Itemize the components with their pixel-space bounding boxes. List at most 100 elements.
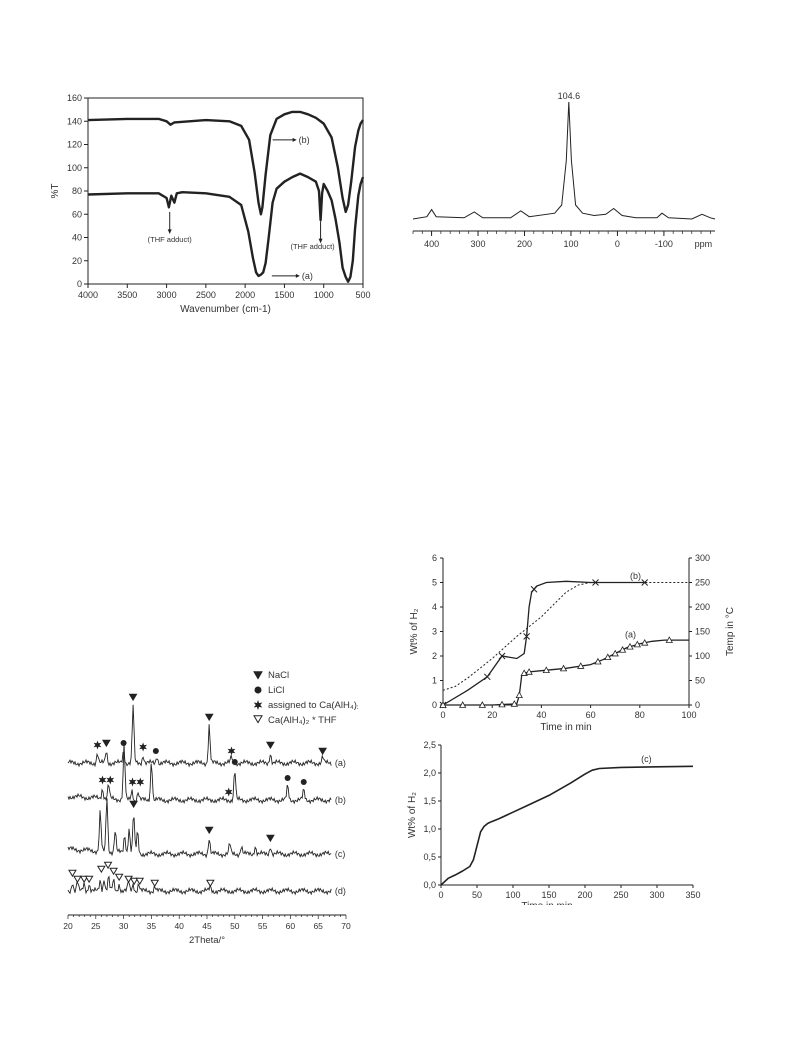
xrd-ca-alh4-marker — [93, 740, 102, 750]
nmr-peak-label: 104.6 — [558, 91, 581, 101]
tpd-y2-tick-label: 250 — [695, 578, 710, 588]
xrd-ca-alh4-marker — [106, 775, 115, 785]
xrd-licl-marker — [120, 740, 127, 746]
iso-y-tick-label: 1,0 — [423, 824, 436, 834]
xrd-ca-thf-marker — [205, 879, 215, 888]
legend-ca-alh4-icon — [253, 700, 263, 710]
xrd-licl-marker — [152, 748, 159, 754]
tpd-series-a-marker — [618, 646, 627, 653]
tpd-series-a-marker — [626, 642, 634, 650]
ir-y-tick-label: 40 — [72, 233, 82, 243]
legend-nacl-icon — [253, 671, 263, 680]
tpd-series-a-marker — [515, 691, 523, 698]
tpd-x-axis-label: Time in min — [540, 722, 591, 730]
tpd-y2-tick-label: 100 — [695, 651, 710, 661]
xrd-x-tick-label: 40 — [174, 921, 184, 931]
xrd-ca-thf-marker — [103, 861, 113, 870]
xrd-pattern-label: (d) — [335, 886, 346, 896]
iso-x-tick-label: 350 — [685, 890, 700, 900]
xrd-nacl-marker — [266, 741, 275, 750]
xrd-nacl-marker — [204, 713, 214, 722]
nmr-x-tick-label: 300 — [471, 239, 486, 249]
ir-x-tick-label: 2000 — [235, 290, 255, 300]
iso-x-tick-label: 250 — [613, 890, 628, 900]
xrd-x-tick-label: 60 — [286, 921, 296, 931]
xrd-legend-entry: Ca(AlH₄)₂ * THF — [268, 715, 337, 726]
xrd-pattern-label: (c) — [335, 849, 346, 859]
xrd-ca-thf-marker — [129, 877, 139, 886]
tpd-x-tick-label: 60 — [586, 710, 596, 720]
xrd-pattern-a — [67, 704, 332, 768]
iso-x-tick-label: 100 — [505, 890, 520, 900]
tpd-series-a-marker — [611, 649, 619, 657]
tpd-series-a-marker — [577, 662, 585, 669]
xrd-ca-alh4-marker — [224, 787, 233, 797]
isothermal-desorption-chart: 0,0 0,5 1,0 1,5 2,0 2,5 0 50 100 150 200 250 300 350 T… — [405, 735, 725, 912]
xrd-x-tick-label: 20 — [63, 921, 73, 931]
tpd-series-a-line — [443, 639, 689, 706]
tpd-temperature-line — [442, 582, 689, 691]
iso-y-tick-label: 0,5 — [423, 852, 436, 862]
tpd-y2-tick-label: 150 — [695, 627, 710, 637]
xrd-ca-alh4-marker — [136, 777, 145, 787]
tpd-series-a-marker — [510, 700, 519, 707]
tpd-y-tick-label: 3 — [432, 627, 437, 637]
nmr-x-tick-label: 100 — [563, 239, 578, 249]
tpd-x-tick-label: 20 — [487, 710, 497, 720]
tpd-series-a-marker — [641, 638, 649, 646]
xrd-ca-thf-marker — [114, 873, 124, 882]
iso-x-tick-label: 150 — [541, 890, 556, 900]
ir-series-a-line — [87, 172, 365, 283]
tpd-series-a-marker — [520, 669, 528, 676]
xrd-ca-thf-marker — [84, 875, 94, 884]
xrd-pattern-label: (a) — [335, 758, 346, 768]
xrd-nacl-marker — [128, 693, 138, 702]
xrd-legend-entry: assigned to Ca(AlH₄)₂ — [268, 700, 358, 711]
iso-x-tick-label: 200 — [577, 890, 592, 900]
xrd-ca-thf-marker — [135, 877, 145, 886]
xrd-ca-alh4-marker — [139, 742, 147, 752]
xrd-ca-thf-marker — [73, 875, 82, 884]
nmr-x-tick-label: 200 — [517, 239, 532, 249]
ir-x-tick-label: 1500 — [274, 290, 294, 300]
nmr-x-tick-label: 400 — [424, 239, 439, 249]
tpd-y-tick-label: 0 — [432, 700, 437, 710]
tpd-x-tick-label: 80 — [635, 710, 645, 720]
tpd-series-a-marker — [439, 701, 447, 708]
tpd-y-axis-label: Wt% of H₂ — [409, 608, 420, 654]
ir-x-axis-label: Wavenumber (cm-1) — [180, 304, 271, 315]
tpd-y2-tick-label: 0 — [695, 700, 700, 710]
ir-y-tick-label: 20 — [72, 256, 82, 266]
xrd-licl-marker — [231, 759, 238, 765]
ir-annotation-label: (THF adduct) — [290, 242, 335, 251]
xrd-nacl-marker — [129, 800, 138, 809]
iso-y-axis-label: Wt% of H₂ — [407, 792, 418, 838]
xrd-licl-marker — [300, 779, 307, 785]
tpd-series-b-marker — [498, 652, 506, 660]
tpd-y2-tick-label: 200 — [695, 602, 710, 612]
tpd-series-b-marker — [592, 579, 599, 586]
xrd-pattern-label: (b) — [335, 795, 346, 805]
xrd-x-tick-label: 45 — [202, 921, 212, 931]
xrd-nacl-marker — [318, 747, 328, 756]
tpd-series-a-marker — [459, 701, 467, 708]
xrd-ca-thf-marker — [124, 875, 133, 884]
xrd-pattern-d — [67, 875, 332, 896]
ir-y-tick-label: 100 — [67, 163, 82, 173]
xrd-pattern-b — [67, 742, 332, 805]
xrd-ca-thf-marker — [109, 867, 118, 876]
ir-x-tick-label: 3500 — [117, 290, 137, 300]
xrd-nacl-marker — [204, 826, 214, 835]
tpd-y2-tick-label: 50 — [695, 676, 705, 686]
ir-x-tick-label: 1000 — [314, 290, 334, 300]
ir-y-tick-label: 140 — [67, 116, 82, 126]
tpd-series-b-line — [442, 580, 645, 706]
ir-y-axis-label: %T — [50, 184, 61, 199]
xrd-ca-alh4-marker — [98, 775, 107, 785]
tpd-y2-axis-label: Temp in °C — [725, 607, 736, 656]
iso-y-tick-label: 2,0 — [423, 768, 436, 778]
ir-series-b-line — [87, 110, 364, 216]
ir-arrowhead — [167, 229, 172, 235]
tpd-x-tick-label: 100 — [681, 710, 696, 720]
iso-x-tick-label: 50 — [472, 890, 482, 900]
